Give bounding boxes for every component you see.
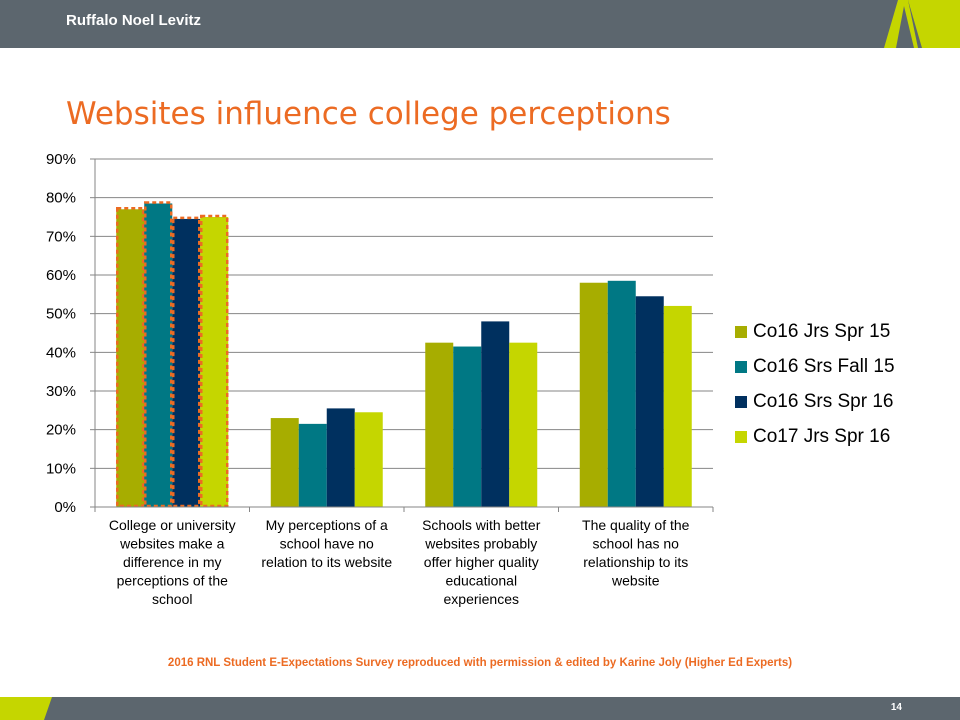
y-tick-label: 70% xyxy=(46,228,76,245)
category-label: offer higher quality xyxy=(424,554,539,570)
y-tick-label: 80% xyxy=(46,190,76,207)
category-label: school xyxy=(152,591,192,607)
bar xyxy=(200,217,229,507)
category-label: website xyxy=(611,573,660,589)
bar xyxy=(453,346,482,507)
page-number: 14 xyxy=(890,702,902,713)
legend-label: Co16 Srs Spr 16 xyxy=(753,390,894,412)
y-tick-label: 20% xyxy=(46,422,76,439)
category-label: websites make a xyxy=(119,536,224,552)
bar xyxy=(144,203,173,507)
legend-swatch xyxy=(735,360,747,373)
legend-item: Co16 Srs Spr 16 xyxy=(735,384,895,419)
bar xyxy=(298,423,327,507)
bar xyxy=(116,209,145,507)
legend-swatch xyxy=(735,395,747,408)
bar-highlight-outline xyxy=(200,214,229,508)
legend-swatch xyxy=(735,325,747,338)
bar xyxy=(425,342,454,507)
y-tick-label: 0% xyxy=(54,499,76,516)
header-decoration xyxy=(884,0,960,48)
category-label: College or university xyxy=(109,517,236,533)
legend-item: Co16 Srs Fall 15 xyxy=(735,349,895,384)
category-label: school has no xyxy=(593,536,680,552)
bar xyxy=(509,342,538,507)
bar xyxy=(172,218,201,507)
bar xyxy=(635,296,664,507)
header-chevron-right xyxy=(908,0,960,48)
bar xyxy=(354,412,383,507)
legend-item: Co16 Jrs Spr 15 xyxy=(735,314,895,349)
brand-name: Ruffalo Noel Levitz xyxy=(66,12,202,29)
legend-label: Co16 Jrs Spr 15 xyxy=(753,320,891,342)
category-label: educational xyxy=(445,573,517,589)
bar-highlight-outline xyxy=(116,207,145,508)
legend-item: Co17 Jrs Spr 16 xyxy=(735,419,895,454)
legend-label: Co17 Jrs Spr 16 xyxy=(753,425,891,447)
chart-legend: Co16 Jrs Spr 15 Co16 Srs Fall 15 Co16 Srs … xyxy=(735,314,895,454)
bar-chart: 0% 10% 20% 30% 40% 50% 60% 70% 80% 90% College or … xyxy=(46,151,714,607)
bar xyxy=(326,408,355,507)
category-label: perceptions of the xyxy=(117,573,229,589)
y-tick-label: 60% xyxy=(46,267,76,284)
y-tick-label: 10% xyxy=(46,460,76,477)
bar xyxy=(663,305,692,507)
y-tick-label: 40% xyxy=(46,344,76,361)
slide-title: Websites influence college perceptions xyxy=(66,96,671,132)
footer-decoration xyxy=(0,697,52,720)
bar xyxy=(481,321,510,507)
category-label: relation to its website xyxy=(261,554,392,570)
y-tick-label: 90% xyxy=(46,151,76,168)
category-label: difference in my xyxy=(123,554,222,570)
bar-highlight-outline xyxy=(144,201,173,508)
header-bar xyxy=(0,0,960,48)
category-label: school have no xyxy=(280,536,374,552)
category-label: My perceptions of a xyxy=(266,517,388,533)
bar xyxy=(579,282,608,507)
header-chevron-gap xyxy=(896,6,914,48)
y-tick-label: 30% xyxy=(46,383,76,400)
bar xyxy=(607,280,636,507)
bar-highlight-outline xyxy=(172,216,201,508)
bar xyxy=(270,418,299,507)
footer-bar xyxy=(0,697,960,720)
category-label: Schools with better xyxy=(422,517,541,533)
category-label: relationship to its xyxy=(583,554,688,570)
category-label: experiences xyxy=(444,591,520,607)
legend-label: Co16 Srs Fall 15 xyxy=(753,355,895,377)
legend-swatch xyxy=(735,430,747,443)
category-label: websites probably xyxy=(424,536,537,552)
footer-accent-shape xyxy=(0,697,52,720)
source-footnote: 2016 RNL Student E-Expectations Survey r… xyxy=(167,657,793,669)
category-label: The quality of the xyxy=(582,517,690,533)
y-tick-label: 50% xyxy=(46,306,76,323)
